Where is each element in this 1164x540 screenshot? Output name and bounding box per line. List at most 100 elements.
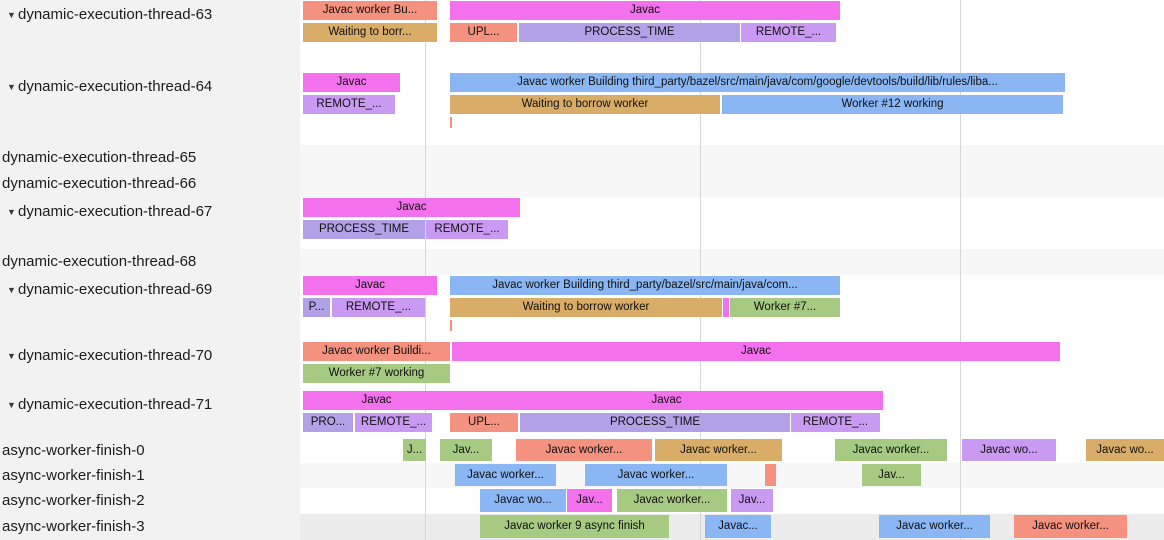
- trace-slice[interactable]: Javac: [303, 73, 400, 92]
- trace-slice[interactable]: REMOTE_...: [332, 298, 425, 317]
- trace-slice[interactable]: Javac worker...: [455, 464, 556, 486]
- trace-slice[interactable]: Jav...: [440, 439, 492, 461]
- thread-name: async-worker-finish-3: [2, 518, 145, 535]
- sidebar-spacer: [0, 241, 300, 249]
- trace-slice[interactable]: Javac worker 9 async finish: [480, 515, 669, 538]
- trace-slice[interactable]: Javac worker...: [655, 439, 782, 461]
- thread-name: dynamic-execution-thread-67: [18, 203, 213, 220]
- thread-label-cell[interactable]: async-worker-finish-3: [0, 514, 300, 540]
- track-lane: [300, 171, 1164, 197]
- slice-row: Waiting to borr... UPL... PROCESS_TIME REMO…: [300, 22, 1164, 44]
- track-group-thread-71: ▼ dynamic-execution-thread-71 Javac Javac PR…: [0, 390, 1164, 438]
- trace-slice[interactable]: REMOTE_...: [791, 413, 880, 432]
- trace-slice[interactable]: Waiting to borrow worker: [450, 298, 722, 317]
- sidebar-spacer: [0, 434, 300, 438]
- trace-slice[interactable]: [450, 117, 452, 128]
- slice-row: Javac worker... Javac worker... Jav...: [300, 463, 1164, 488]
- collapse-triangle-icon[interactable]: ▼: [7, 285, 16, 295]
- slice-row: REMOTE_... Waiting to borrow worker Worker…: [300, 94, 1164, 116]
- trace-slice[interactable]: Javac...: [705, 515, 771, 538]
- trace-slice[interactable]: Javac: [452, 342, 1060, 361]
- trace-slice[interactable]: UPL...: [450, 413, 518, 432]
- sidebar-spacer: [0, 333, 300, 341]
- slice-row: Javac worker Bu... Javac: [300, 0, 1164, 22]
- trace-slice[interactable]: Jav...: [862, 464, 921, 486]
- trace-slice[interactable]: Javac: [303, 198, 520, 217]
- trace-slice[interactable]: UPL...: [450, 23, 517, 42]
- trace-slice[interactable]: Javac wo...: [962, 439, 1056, 461]
- trace-slice[interactable]: Javac: [450, 391, 883, 410]
- trace-slice[interactable]: Jav...: [567, 489, 612, 512]
- thread-label-cell[interactable]: ▼ dynamic-execution-thread-69: [0, 275, 300, 333]
- track-lane: [300, 249, 1164, 275]
- thread-label-cell[interactable]: ▼ dynamic-execution-thread-67: [0, 197, 300, 241]
- trace-slice[interactable]: Worker #12 working: [722, 95, 1063, 114]
- trace-slice[interactable]: Javac worker...: [585, 464, 727, 486]
- track-lane: Javac worker Bu... Javac Waiting to borr..…: [300, 0, 1164, 44]
- trace-slice[interactable]: Javac worker Building third_party/bazel/…: [450, 73, 1065, 92]
- thread-name: dynamic-execution-thread-68: [2, 253, 197, 270]
- trace-slice[interactable]: REMOTE_...: [355, 413, 432, 432]
- thread-name: async-worker-finish-2: [2, 492, 145, 509]
- thread-label-cell[interactable]: dynamic-execution-thread-66: [0, 171, 300, 197]
- trace-slice[interactable]: Javac wo...: [480, 489, 566, 512]
- trace-slice[interactable]: [450, 320, 452, 331]
- trace-slice[interactable]: Worker #7...: [730, 298, 840, 317]
- trace-slice[interactable]: PROCESS_TIME: [520, 413, 790, 432]
- slice-row: [300, 116, 1164, 130]
- trace-slice[interactable]: Javac: [450, 1, 840, 20]
- collapse-triangle-icon[interactable]: ▼: [7, 10, 16, 20]
- thread-label-cell[interactable]: async-worker-finish-1: [0, 463, 300, 488]
- thread-label-cell[interactable]: async-worker-finish-2: [0, 488, 300, 514]
- trace-slice[interactable]: Javac: [303, 391, 450, 410]
- trace-slice[interactable]: Javac wo...: [1086, 439, 1164, 461]
- thread-label-cell[interactable]: dynamic-execution-thread-65: [0, 145, 300, 171]
- thread-label-cell[interactable]: ▼ dynamic-execution-thread-70: [0, 341, 300, 385]
- track-lane: Javac Javac worker Building third_party/b…: [300, 72, 1164, 130]
- trace-slice[interactable]: Javac worker...: [516, 439, 652, 461]
- trace-slice[interactable]: P...: [303, 298, 330, 317]
- slice-row: P... REMOTE_... Waiting to borrow worker Wo…: [300, 297, 1164, 319]
- trace-slice[interactable]: Waiting to borr...: [303, 23, 437, 42]
- thread-label-cell[interactable]: dynamic-execution-thread-68: [0, 249, 300, 275]
- thread-label-cell[interactable]: async-worker-finish-0: [0, 438, 300, 463]
- trace-slice[interactable]: Javac worker...: [1014, 515, 1127, 538]
- trace-slice[interactable]: Jav...: [731, 489, 773, 512]
- trace-slice[interactable]: Worker #7 working: [303, 364, 450, 383]
- trace-slice[interactable]: PRO...: [303, 413, 353, 432]
- thread-name: dynamic-execution-thread-63: [18, 6, 213, 23]
- thread-name: dynamic-execution-thread-70: [18, 347, 213, 364]
- trace-slice[interactable]: Javac worker...: [835, 439, 947, 461]
- trace-slice[interactable]: REMOTE_...: [303, 95, 395, 114]
- trace-slice[interactable]: Javac worker Building third_party/bazel/…: [450, 276, 840, 295]
- collapse-triangle-icon[interactable]: ▼: [7, 82, 16, 92]
- collapse-triangle-icon[interactable]: ▼: [7, 400, 16, 410]
- collapse-triangle-icon[interactable]: ▼: [7, 207, 16, 217]
- collapse-triangle-icon[interactable]: ▼: [7, 351, 16, 361]
- slice-row: Javac worker Buildi... Javac: [300, 341, 1164, 363]
- trace-slice[interactable]: [765, 464, 776, 486]
- trace-slice[interactable]: Javac: [303, 276, 437, 295]
- track-group-async-3: async-worker-finish-3 Javac worker 9 asyn…: [0, 514, 1164, 540]
- thread-label-cell[interactable]: ▼ dynamic-execution-thread-63: [0, 0, 300, 44]
- trace-slice[interactable]: PROCESS_TIME: [303, 220, 425, 239]
- trace-slice[interactable]: Javac worker...: [879, 515, 990, 538]
- thread-label-cell[interactable]: ▼ dynamic-execution-thread-64: [0, 72, 300, 130]
- thread-name: dynamic-execution-thread-69: [18, 281, 213, 298]
- track-group-thread-64: ▼ dynamic-execution-thread-64 Javac Javac w…: [0, 72, 1164, 145]
- trace-slice[interactable]: Javac worker Buildi...: [303, 342, 450, 361]
- trace-slice[interactable]: Javac worker Bu...: [303, 1, 437, 20]
- track-group-async-2: async-worker-finish-2 Javac wo... Jav... Ja…: [0, 488, 1164, 514]
- track-group-thread-66: dynamic-execution-thread-66: [0, 171, 1164, 197]
- track-group-async-1: async-worker-finish-1 Javac worker... Java…: [0, 463, 1164, 488]
- thread-label-cell[interactable]: ▼ dynamic-execution-thread-71: [0, 390, 300, 434]
- trace-slice[interactable]: PROCESS_TIME: [519, 23, 740, 42]
- trace-slice[interactable]: J...: [403, 439, 426, 461]
- trace-slice[interactable]: REMOTE_...: [426, 220, 508, 239]
- lane-spacer: [300, 130, 1164, 145]
- trace-slice[interactable]: REMOTE_...: [741, 23, 836, 42]
- trace-slice[interactable]: Javac worker...: [617, 489, 727, 512]
- trace-slice[interactable]: Waiting to borrow worker: [450, 95, 720, 114]
- trace-slice[interactable]: [723, 298, 729, 317]
